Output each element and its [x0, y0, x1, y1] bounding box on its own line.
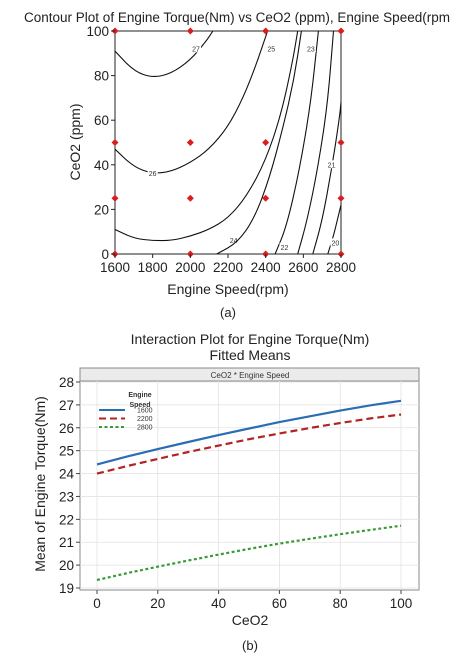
y-tick-label: 21: [59, 535, 74, 550]
contour-title: Contour Plot of Engine Torque(Nm) vs CeO…: [24, 10, 450, 25]
contour-line-23: [297, 30, 335, 255]
x-tick-label: 80: [333, 596, 348, 611]
design-point: [186, 139, 194, 146]
contour-label: 25: [267, 46, 275, 53]
contour-line-24: [114, 30, 299, 242]
series-line-2800: [96, 524, 402, 582]
y-tick-label: 100: [86, 24, 109, 39]
interaction-y-axis-label: Mean of Engine Torque(Nm): [32, 396, 48, 572]
interaction-panel-header: [79, 367, 420, 382]
series-line-2200: [96, 413, 402, 475]
contour-label: 27: [192, 46, 200, 53]
x-tick-label: 60: [272, 596, 287, 611]
y-tick-label: 19: [59, 581, 74, 596]
contour-label: 21: [328, 162, 336, 169]
contour-label-bg: [266, 44, 277, 53]
contour-label: 20: [331, 240, 339, 247]
x-tick-label: 2400: [251, 260, 281, 275]
contour-line-21: [312, 102, 342, 255]
contour-x-axis-label: Engine Speed(rpm): [167, 281, 288, 297]
y-tick-label: 20: [59, 558, 74, 573]
series-line-1600: [96, 399, 402, 466]
y-tick-label: 20: [94, 202, 109, 217]
x-tick-label: 100: [390, 596, 413, 611]
legend-title-line1: Engine: [128, 392, 151, 399]
contour-chart: Contour Plot of Engine Torque(Nm) vs CeO…: [24, 10, 450, 320]
contour-line-22: [274, 30, 319, 255]
design-point: [262, 139, 270, 146]
y-tick-label: 23: [59, 489, 74, 504]
y-tick-label: 28: [59, 375, 74, 390]
y-tick-label: 24: [59, 467, 75, 482]
x-tick-label: 2200: [213, 260, 243, 275]
x-tick-label: 2600: [288, 260, 318, 275]
x-tick-label: 2000: [175, 260, 205, 275]
contour-label-bg: [147, 169, 158, 178]
interaction-series: [96, 399, 402, 582]
x-tick-label: 1600: [100, 260, 130, 275]
interaction-panel-title: CeO2 * Engine Speed: [211, 371, 290, 380]
y-tick-label: 26: [59, 421, 74, 436]
contour-label-bg: [326, 160, 337, 169]
y-tick-label: 25: [59, 444, 74, 459]
contour-label: 22: [281, 245, 289, 252]
interaction-x-axis-label: CeO2: [232, 612, 269, 628]
contour-label: 24: [230, 238, 238, 245]
legend-title-line2: Speed: [129, 402, 150, 409]
y-tick-label: 80: [94, 69, 109, 84]
interaction-title: Interaction Plot for Engine Torque(Nm): [131, 331, 370, 347]
interaction-subtitle: Fitted Means: [210, 347, 291, 363]
design-point: [186, 194, 194, 202]
design-point: [111, 194, 119, 202]
contour-y-ticks: 0 20 40 60 80 100: [86, 24, 115, 262]
contour-caption: (a): [220, 305, 236, 320]
interaction-x-ticks: 0 20 40 60 80 100: [93, 590, 412, 611]
contour-line-26: [114, 30, 269, 174]
contour-label-bg: [279, 242, 290, 251]
design-point: [337, 27, 345, 35]
y-tick-label: 40: [94, 158, 109, 173]
interaction-chart: Interaction Plot for Engine Torque(Nm) F…: [32, 331, 420, 653]
x-tick-label: 40: [211, 596, 226, 611]
contour-label-bg: [228, 236, 239, 245]
y-tick-label: 22: [59, 512, 74, 527]
legend-label-2200: 2200: [137, 416, 153, 423]
design-point: [337, 139, 345, 146]
x-tick-label: 1800: [138, 260, 168, 275]
contour-line-25: [216, 30, 302, 255]
interaction-caption: (b): [242, 638, 258, 653]
design-point: [111, 139, 119, 146]
design-point: [262, 194, 270, 202]
contour-y-axis-label: CeO2 (ppm): [67, 103, 83, 180]
y-tick-label: 27: [59, 398, 74, 413]
contour-label: 23: [307, 46, 315, 53]
y-tick-label: 60: [94, 113, 109, 128]
design-point: [186, 27, 194, 35]
contour-label-bg: [305, 44, 316, 53]
interaction-y-ticks: 19 20 21 22 23 24 25 26 27 28: [59, 375, 80, 596]
x-tick-label: 2800: [326, 260, 356, 275]
contour-label: 26: [149, 171, 157, 178]
x-tick-label: 0: [93, 596, 101, 611]
contour-x-ticks: 1600 1800 2000 2200 2400 2600 2800: [100, 254, 356, 275]
contour-label-bg: [190, 44, 201, 53]
contour-lines: 27 26 24 25 22 23 21 20: [114, 30, 342, 255]
legend-label-2800: 2800: [137, 425, 153, 432]
x-tick-label: 20: [150, 596, 165, 611]
contour-label-bg: [330, 238, 341, 247]
legend-label-1600: 1600: [137, 408, 153, 415]
design-point: [337, 194, 345, 202]
design-point: [262, 27, 270, 35]
y-tick-label: 0: [101, 247, 109, 262]
